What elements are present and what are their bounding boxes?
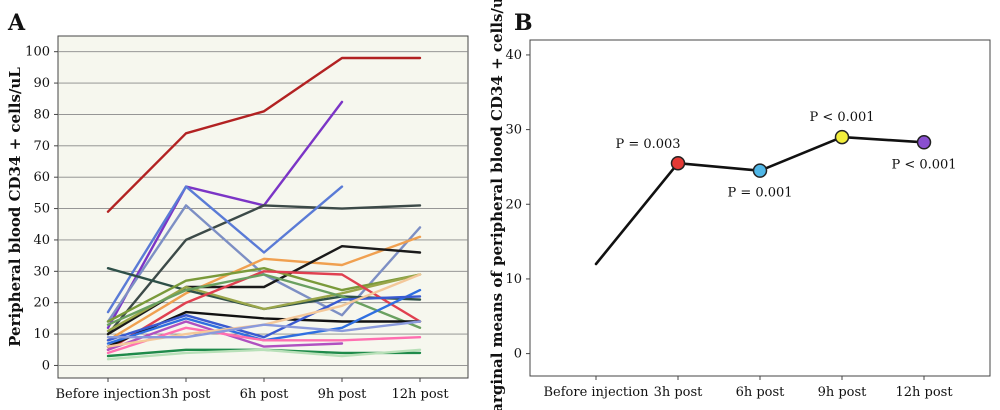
panel-b-xtick-label: 3h post xyxy=(654,385,704,400)
panel-a-series-line-6 xyxy=(106,235,422,342)
panel-b-ytick-label: 20 xyxy=(505,197,522,212)
panel-a-series-line-11 xyxy=(106,270,422,351)
panel-a-y-axis-label: Peripheral blood CD34 + cells/uL xyxy=(6,67,24,347)
panel-a-series-line-21 xyxy=(106,320,422,339)
panel-a-xtick-label: 3h post xyxy=(162,387,212,402)
panel-a-ytick-label: 10 xyxy=(33,327,50,342)
panel-b-y-axis-label: Marginal means of peripheral blood CD34 … xyxy=(488,0,506,410)
panel-b-xtick-label: Before injection xyxy=(543,385,649,400)
panel-b-p-value-label: P = 0.001 xyxy=(727,186,792,201)
panel-a-series-line-4 xyxy=(106,185,344,314)
panel-a-series-line-15 xyxy=(106,295,422,342)
panel-b-ytick-label: 30 xyxy=(505,123,522,138)
panel-a-ytick-label: 40 xyxy=(33,233,50,248)
panel-a-xtick-label: 6h post xyxy=(240,387,290,402)
panel-b-p-value-label: P < 0.001 xyxy=(891,157,956,172)
panel-b-plot-area xyxy=(529,39,991,377)
panel-a-series-line-9 xyxy=(106,267,422,323)
panel-b-xtick-label: 9h post xyxy=(818,385,868,400)
panel-b-xtick-label: 6h post xyxy=(736,385,786,400)
panel-b-p-value-label: P = 0.003 xyxy=(615,137,680,152)
panel-a-label: A xyxy=(7,10,26,36)
panel-b-xtick-label: 12h post xyxy=(895,385,953,400)
panel-a-series-line-3 xyxy=(106,204,422,336)
panel-b-marker-2 xyxy=(752,163,768,178)
panel-b-ytick-label: 0 xyxy=(514,347,522,362)
panel-b-ytick-label: 40 xyxy=(505,48,522,63)
panel-a-ytick-label: 50 xyxy=(33,202,50,217)
panel-a-ytick-label: 0 xyxy=(42,358,50,373)
panel-a-xtick-label: 12h post xyxy=(391,387,449,402)
panel-a-series-line-1 xyxy=(106,56,422,213)
panel-a-series-line-2 xyxy=(106,100,344,329)
panel-a-ytick-label: 90 xyxy=(33,76,50,91)
panel-a-xtick-label: Before injection xyxy=(55,387,161,402)
panel-a-ytick-label: 60 xyxy=(33,170,50,185)
panel-b-ytick-label: 10 xyxy=(505,272,522,287)
panel-b-p-value-label: P < 0.001 xyxy=(809,110,874,125)
panel-b-marker-4 xyxy=(916,135,932,150)
panel-a: A 0 10 20 30 40 50 60 70 80 90 100 Before injection 3… xyxy=(6,10,469,402)
panel-b-marker-3 xyxy=(834,129,850,145)
panel-a-xtick-label: 9h post xyxy=(318,387,368,402)
panel-a-ytick-label: 70 xyxy=(33,139,50,154)
panel-b: B 0 10 20 30 40 Before injection 3h post 6h post… xyxy=(488,0,991,410)
panel-b-marker-1 xyxy=(670,155,686,171)
panel-a-series-line-20 xyxy=(106,348,422,361)
panel-a-ytick-label: 100 xyxy=(25,45,50,60)
panel-a-ytick-label: 80 xyxy=(33,107,50,122)
panel-a-ytick-label: 20 xyxy=(33,296,50,311)
panel-b-label: B xyxy=(514,10,533,36)
panel-a-series-line-12 xyxy=(106,273,422,329)
panel-a-ytick-label: 30 xyxy=(33,264,50,279)
